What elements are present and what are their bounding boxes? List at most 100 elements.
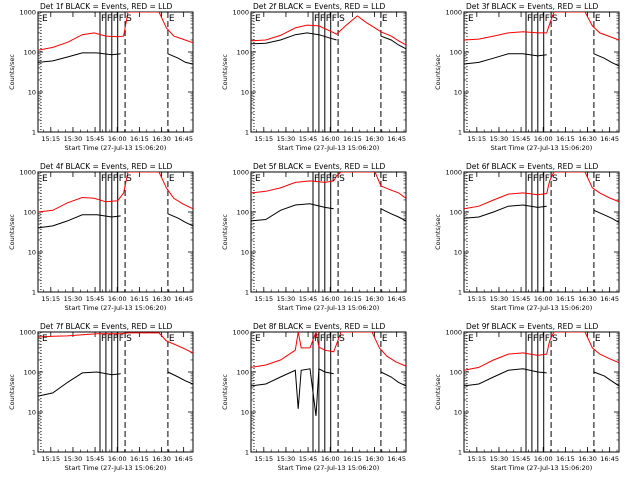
x-axis-label: Start Time (27-Jul-13 15:06:20) xyxy=(65,464,167,472)
series-lld-line xyxy=(251,15,406,46)
series-events-line xyxy=(251,367,406,416)
marker-label-E: E xyxy=(382,14,388,24)
x-tick-label: 15:15 xyxy=(467,455,486,463)
x-tick-label: 15:45 xyxy=(512,455,531,463)
plot-frame xyxy=(37,11,194,133)
x-tick-label: 15:30 xyxy=(277,135,296,143)
x-tick-label: 15:45 xyxy=(86,455,105,463)
x-tick-label: 15:45 xyxy=(299,135,318,143)
y-tick-label: 1000 xyxy=(232,169,249,177)
marker-label-E: E xyxy=(42,14,48,24)
marker-label-E: E xyxy=(42,174,48,184)
marker-label-S: S xyxy=(339,14,345,24)
panel-det-1: Det 1f BLACK = Events, RED = LLD 1 10 100 10… xyxy=(8,2,194,152)
x-tick-label: 16:45 xyxy=(387,135,406,143)
x-tick-label: 15:30 xyxy=(277,455,296,463)
plot-frame xyxy=(37,331,194,453)
x-tick-label: 16:30 xyxy=(578,455,597,463)
marker-label-F: F xyxy=(326,334,331,344)
y-tick-label: 1000 xyxy=(445,9,462,17)
x-tick-label: 16:45 xyxy=(174,455,193,463)
plot-frame xyxy=(37,171,194,293)
y-tick-label: 1 xyxy=(32,289,36,297)
x-tick-label: 16:00 xyxy=(108,455,127,463)
y-tick-label: 1000 xyxy=(232,9,249,17)
x-tick-label: 16:00 xyxy=(534,135,553,143)
x-tick-label: 15:30 xyxy=(64,455,83,463)
plot-frame xyxy=(463,11,620,133)
x-tick-label: 15:45 xyxy=(299,295,318,303)
y-tick-label: 10 xyxy=(454,89,462,97)
marker-label-E: E xyxy=(468,14,474,24)
marker-label-F: F xyxy=(107,14,112,24)
marker-label-F: F xyxy=(332,334,337,344)
x-tick-label: 15:45 xyxy=(512,135,531,143)
marker-label-F: F xyxy=(539,14,544,24)
plot-data xyxy=(38,12,193,132)
x-tick-label: 15:15 xyxy=(41,295,60,303)
marker-label-S: S xyxy=(126,174,132,184)
x-tick-label: 16:15 xyxy=(343,455,362,463)
marker-label-F: F xyxy=(533,174,538,184)
marker-label-E: E xyxy=(255,334,261,344)
x-tick-label: 16:30 xyxy=(365,135,384,143)
y-tick-label: 1000 xyxy=(19,169,36,177)
x-tick-label: 16:15 xyxy=(343,135,362,143)
marker-label-F: F xyxy=(539,174,544,184)
x-tick-label: 15:30 xyxy=(64,295,83,303)
marker-label-F: F xyxy=(101,14,106,24)
x-tick-label: 15:30 xyxy=(490,455,509,463)
series-events-line xyxy=(251,203,406,222)
plot-frame xyxy=(250,11,407,133)
x-tick-label: 15:30 xyxy=(490,295,509,303)
marker-label-S: S xyxy=(339,334,345,344)
x-tick-label: 16:15 xyxy=(556,135,575,143)
x-tick-label: 16:30 xyxy=(152,135,171,143)
panel-det-7: Det 7f BLACK = Events, RED = LLD 1 10 100 10… xyxy=(8,322,194,472)
y-axis-label: Counts/sec xyxy=(8,214,16,250)
plot-data xyxy=(251,12,406,132)
x-tick-label: 16:45 xyxy=(174,295,193,303)
marker-label-F: F xyxy=(545,14,550,24)
x-axis-label: Start Time (27-Jul-13 15:06:20) xyxy=(278,304,380,312)
x-tick-label: 16:15 xyxy=(556,295,575,303)
y-tick-label: 100 xyxy=(24,369,36,377)
panel-det-3: Det 3f BLACK = Events, RED = LLD 1 10 100 10… xyxy=(434,2,620,152)
x-tick-label: 15:15 xyxy=(467,295,486,303)
y-tick-label: 1000 xyxy=(445,169,462,177)
series-lld-line xyxy=(38,172,193,213)
marker-label-E: E xyxy=(468,334,474,344)
x-tick-label: 16:45 xyxy=(387,295,406,303)
panel-title: Det 4f BLACK = Events, RED = LLD xyxy=(40,162,173,171)
x-tick-label: 15:30 xyxy=(277,295,296,303)
y-tick-label: 10 xyxy=(454,249,462,257)
series-lld-line xyxy=(38,332,193,354)
series-events-line xyxy=(38,371,193,397)
x-tick-label: 15:30 xyxy=(490,135,509,143)
x-tick-label: 16:15 xyxy=(556,455,575,463)
y-axis-label: Counts/sec xyxy=(434,54,442,90)
x-tick-label: 16:00 xyxy=(108,135,127,143)
y-tick-label: 100 xyxy=(237,369,249,377)
y-tick-label: 10 xyxy=(241,409,249,417)
marker-label-F: F xyxy=(119,14,124,24)
plot-data xyxy=(464,12,619,132)
panel-det-6: Det 6f BLACK = Events, RED = LLD 1 10 100 10… xyxy=(434,162,620,312)
x-tick-label: 16:15 xyxy=(130,135,149,143)
marker-label-F: F xyxy=(101,334,106,344)
x-tick-label: 16:00 xyxy=(534,295,553,303)
y-axis-label: Counts/sec xyxy=(221,214,229,250)
marker-label-S: S xyxy=(339,174,345,184)
panel-det-2: Det 2f BLACK = Events, RED = LLD 1 10 100 10… xyxy=(221,2,407,152)
marker-label-F: F xyxy=(113,174,118,184)
marker-label-F: F xyxy=(533,334,538,344)
plot-frame xyxy=(250,171,407,293)
x-tick-label: 16:00 xyxy=(534,455,553,463)
y-axis-label: Counts/sec xyxy=(221,54,229,90)
panel-title: Det 6f BLACK = Events, RED = LLD xyxy=(466,162,599,171)
x-tick-label: 16:45 xyxy=(174,135,193,143)
x-axis-label: Start Time (27-Jul-13 15:06:20) xyxy=(65,144,167,152)
y-tick-label: 1000 xyxy=(19,9,36,17)
marker-label-F: F xyxy=(107,334,112,344)
